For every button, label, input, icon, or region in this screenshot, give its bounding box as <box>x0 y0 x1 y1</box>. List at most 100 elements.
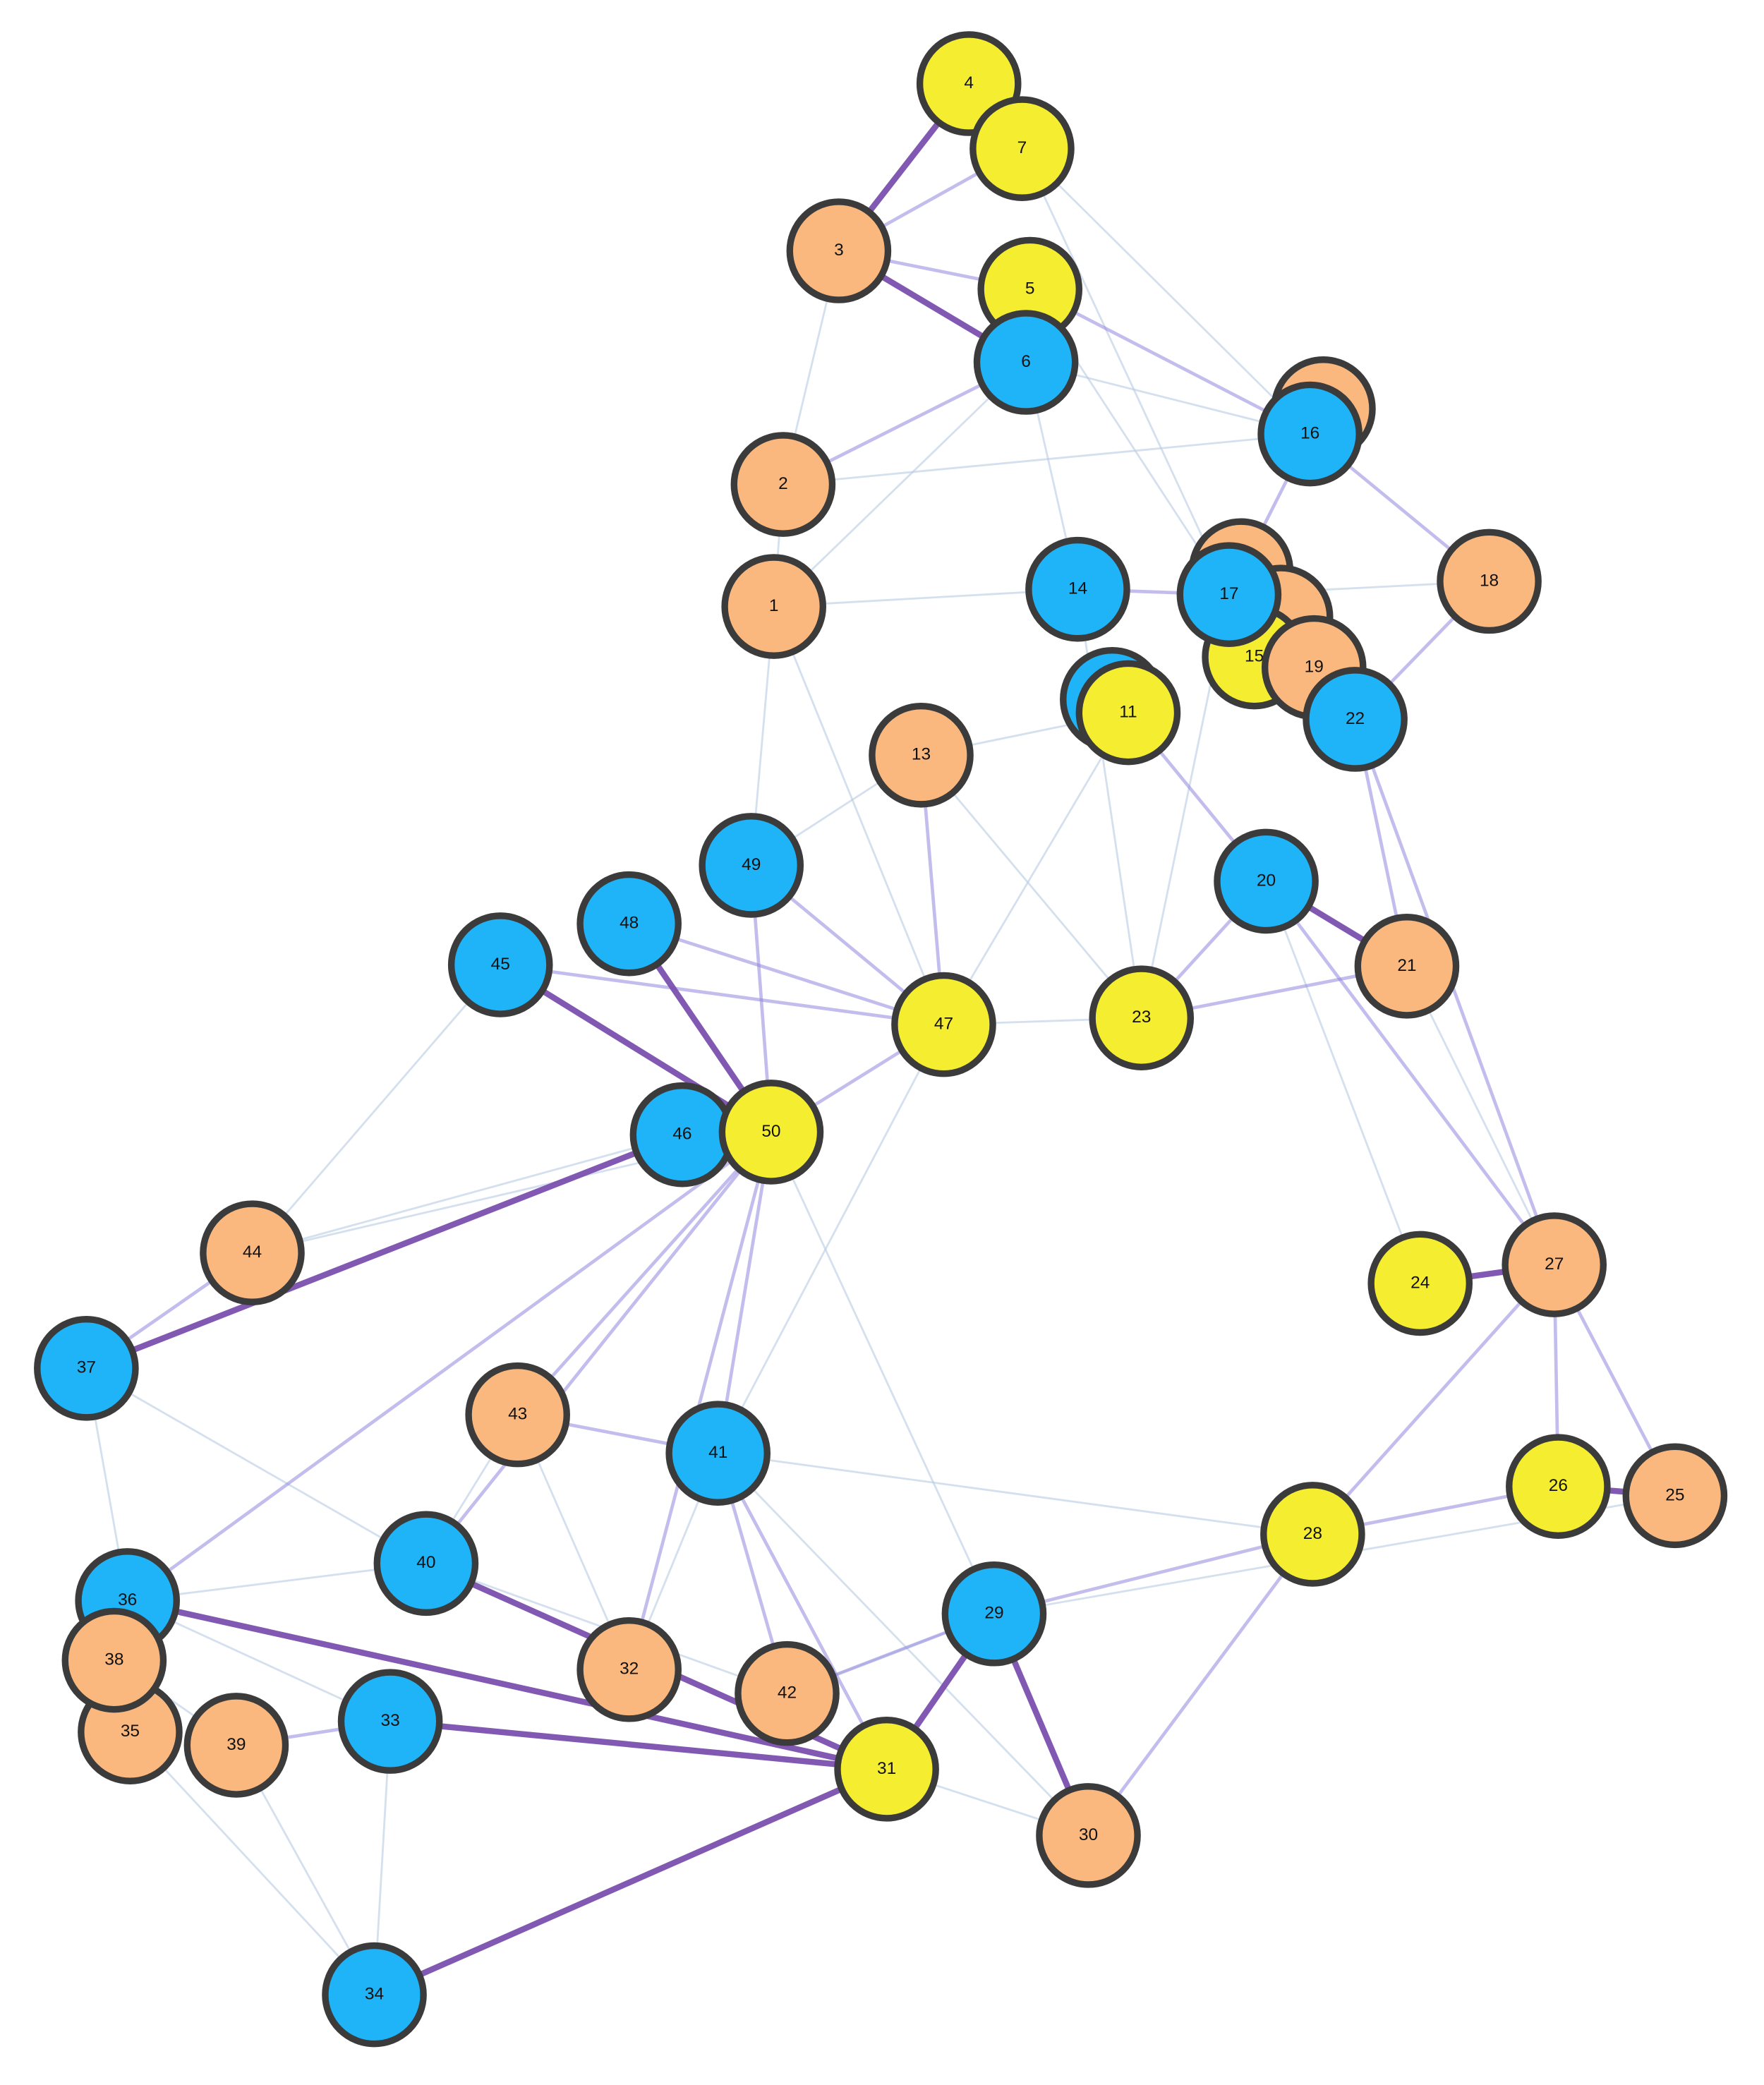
node <box>1354 914 1460 1019</box>
node-label: 44 <box>243 1243 262 1262</box>
edge <box>920 754 1142 1019</box>
node <box>1622 1443 1728 1549</box>
node <box>1036 1783 1141 1888</box>
node <box>1303 667 1408 772</box>
node-label: 3 <box>834 241 844 260</box>
node <box>1367 1231 1473 1336</box>
edge <box>1311 1263 1556 1535</box>
edge <box>628 921 945 1027</box>
node-label: 42 <box>778 1684 797 1703</box>
edge <box>516 1130 773 1416</box>
node-label: 46 <box>672 1125 691 1144</box>
edge <box>425 1130 773 1565</box>
node-label: 34 <box>365 1985 384 2004</box>
node-label: 14 <box>1068 579 1087 598</box>
edge <box>85 1367 427 1565</box>
node <box>665 1401 771 1506</box>
edge <box>1353 718 1556 1266</box>
edge <box>993 1533 1313 1616</box>
node <box>1257 381 1363 487</box>
node <box>1502 1212 1607 1317</box>
edge <box>500 963 944 1027</box>
node-label: 39 <box>226 1735 246 1754</box>
node-label: 4 <box>964 73 974 92</box>
node-label: 15 <box>1245 647 1264 666</box>
node <box>834 1717 939 1822</box>
node <box>1176 542 1282 647</box>
edge <box>1021 147 1311 435</box>
node-label: 19 <box>1305 658 1324 677</box>
node-label: 48 <box>620 914 639 933</box>
node-label: 43 <box>508 1405 527 1424</box>
node <box>1437 528 1542 634</box>
node-label: 23 <box>1132 1008 1151 1027</box>
node-label: 1 <box>769 596 779 615</box>
node-label: 31 <box>877 1759 896 1778</box>
node-label: 49 <box>742 855 761 874</box>
node <box>576 1616 682 1722</box>
node <box>891 972 996 1077</box>
edge <box>126 1130 773 1602</box>
edge <box>251 964 502 1254</box>
node-label: 28 <box>1303 1524 1322 1543</box>
edge <box>1087 1533 1315 1837</box>
edge <box>373 1766 888 1998</box>
node <box>735 1640 840 1746</box>
node-label: 16 <box>1300 424 1319 443</box>
edges <box>85 81 1677 1998</box>
node <box>1089 965 1195 1071</box>
edge <box>716 1452 888 1770</box>
edge <box>717 1452 1089 1837</box>
node-label: 27 <box>1545 1255 1564 1274</box>
edge <box>252 1133 683 1254</box>
node <box>1214 828 1319 934</box>
node-label: 18 <box>1480 571 1499 590</box>
node <box>941 1561 1047 1667</box>
edge <box>770 1131 996 1614</box>
node-label: 6 <box>1021 352 1031 371</box>
edge <box>1029 287 1311 436</box>
edge <box>718 1452 1313 1535</box>
node <box>699 813 804 918</box>
edge <box>773 606 945 1025</box>
node <box>183 1693 289 1798</box>
node-label: 26 <box>1549 1476 1568 1495</box>
node-label: 32 <box>620 1660 639 1679</box>
node-label: 21 <box>1397 956 1416 975</box>
node-label: 30 <box>1079 1825 1098 1844</box>
node <box>1025 536 1130 642</box>
node <box>786 198 892 303</box>
node-label: 50 <box>761 1122 780 1141</box>
node <box>576 871 682 977</box>
node-label: 5 <box>1025 279 1035 298</box>
node <box>1506 1434 1611 1539</box>
node-label: 22 <box>1346 709 1365 728</box>
node-label: 7 <box>1017 138 1027 157</box>
node-label: 24 <box>1410 1273 1430 1292</box>
node <box>721 554 826 659</box>
node <box>337 1669 443 1774</box>
edge <box>773 361 1027 608</box>
node-label: 35 <box>121 1722 140 1741</box>
node <box>61 1607 167 1713</box>
node <box>447 912 553 1017</box>
node-label: 20 <box>1257 871 1276 890</box>
node <box>969 96 1075 201</box>
edge <box>1406 965 1555 1266</box>
node <box>730 432 836 537</box>
node-label: 47 <box>934 1015 953 1034</box>
node <box>718 1080 824 1185</box>
edge <box>126 1597 888 1772</box>
node <box>465 1362 570 1468</box>
edge <box>129 1731 375 1996</box>
node-label: 17 <box>1219 584 1238 603</box>
node <box>1260 1482 1365 1587</box>
node-label: 33 <box>381 1711 400 1730</box>
edge <box>1264 880 1556 1266</box>
nodes: 1234567111314151617181920212223242526272… <box>34 31 1728 2048</box>
edge <box>1021 148 1231 596</box>
node-label: 45 <box>491 955 510 974</box>
node-label: 13 <box>912 745 931 764</box>
node <box>973 310 1079 415</box>
